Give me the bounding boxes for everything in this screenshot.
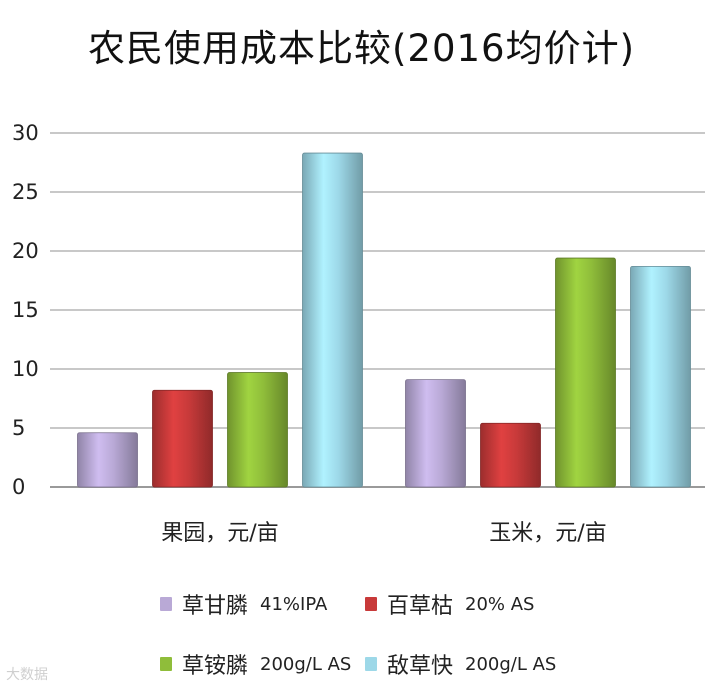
bar: [77, 432, 138, 488]
y-tick-label: 5: [12, 416, 25, 440]
y-tick-label: 30: [12, 121, 39, 145]
y-tick-label: 0: [12, 475, 25, 499]
bar: [405, 379, 466, 488]
legend-label: 草铵膦: [182, 654, 249, 679]
legend-spec: 200g/L AS: [260, 653, 352, 675]
bar: [152, 389, 213, 488]
y-tick-label: 15: [12, 298, 39, 322]
legend-label: 草甘膦: [182, 594, 249, 619]
legend-label: 敌草快: [387, 654, 454, 679]
y-tick-label: 10: [12, 357, 39, 381]
legend-swatch: [365, 597, 377, 611]
legend-spec: 41%IPA: [260, 593, 328, 615]
bar: [630, 265, 691, 488]
legend-swatch: [160, 597, 172, 611]
x-category-label: 果园，元/亩: [161, 521, 278, 546]
x-axis-categories: 果园，元/亩 玉米，元/亩: [161, 521, 606, 546]
legend-item: 百草枯 20% AS: [365, 588, 534, 620]
y-axis-ticks: 0 5 10 15 20 25 30: [12, 121, 39, 499]
bar: [555, 257, 616, 488]
legend-item: 草甘膦 41%IPA: [160, 588, 327, 620]
chart-title: 农民使用成本比较(2016均价计): [87, 27, 636, 70]
x-category-label: 玉米，元/亩: [489, 521, 606, 546]
bar: [480, 422, 541, 488]
legend-swatch: [365, 657, 377, 671]
bar-chart: 0 5 10 15 20 25 30 果园，元/亩 玉米，元/亩: [12, 121, 705, 546]
legend-label: 百草枯: [387, 594, 454, 619]
bar: [227, 372, 288, 488]
bars: [77, 152, 691, 488]
legend-spec: 200g/L AS: [465, 653, 557, 675]
legend-spec: 20% AS: [465, 593, 535, 615]
edge-border: [717, 0, 723, 690]
watermark: 大数据: [6, 667, 48, 683]
bar: [302, 152, 363, 488]
legend-item: 敌草快 200g/L AS: [365, 648, 556, 680]
y-tick-label: 25: [12, 180, 39, 204]
legend-swatch: [160, 657, 172, 671]
legend-item: 草铵膦 200g/L AS: [160, 648, 351, 680]
y-tick-label: 20: [12, 239, 39, 263]
